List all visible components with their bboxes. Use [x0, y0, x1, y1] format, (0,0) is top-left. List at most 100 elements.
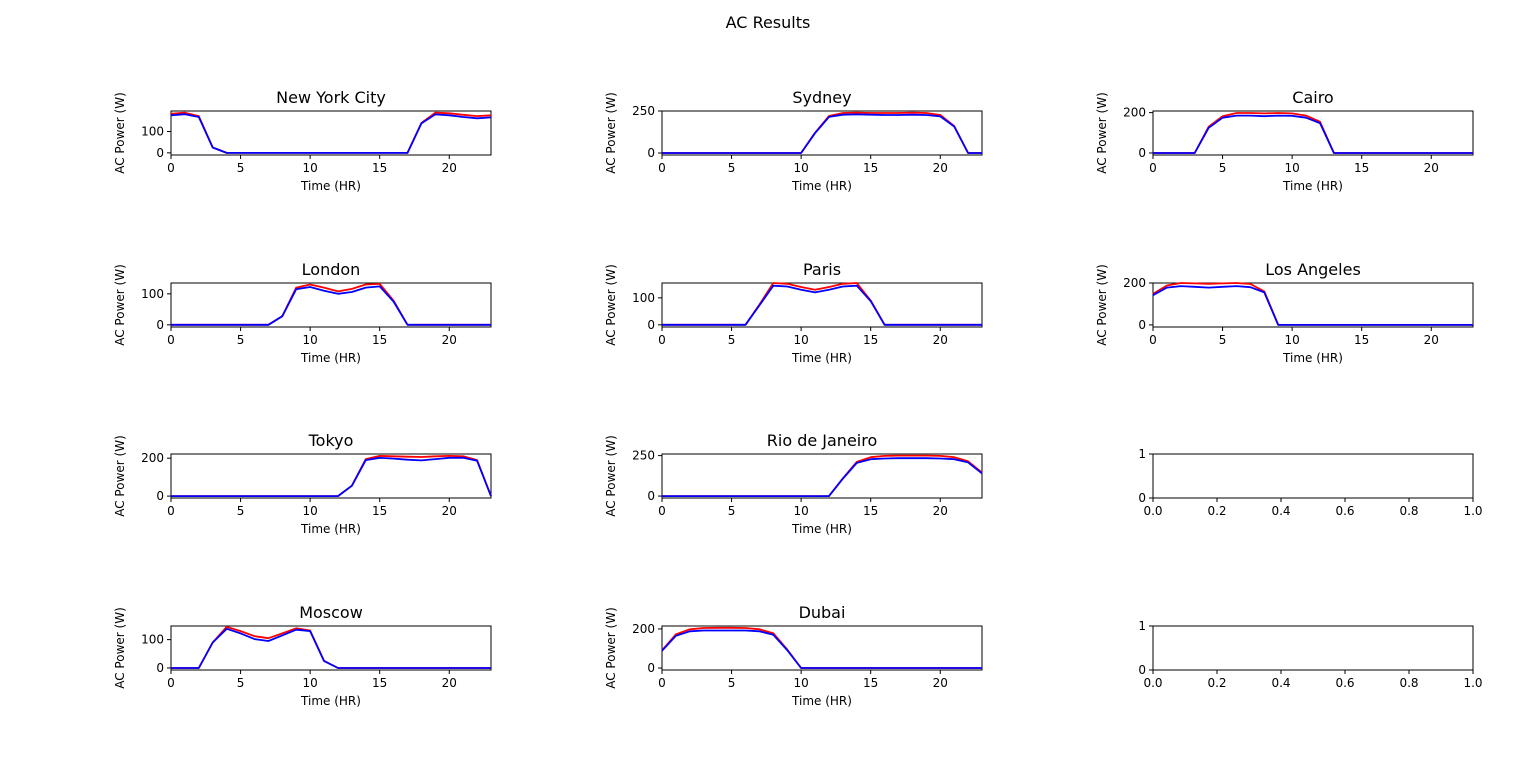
plot-area — [1152, 453, 1474, 499]
x-tick-label: 0 — [167, 676, 175, 690]
y-axis-label: AC Power (W) — [1095, 92, 1109, 174]
y-tick-label: 0 — [156, 318, 164, 332]
subplot: 0 5 10 15 20 0 250 Sydney Time (HR) AC Power (W) — [604, 88, 983, 193]
plot-area — [170, 453, 492, 499]
subplot-title: Sydney — [792, 88, 851, 107]
y-axis-label: AC Power (W) — [113, 92, 127, 174]
subplot: 0.0 0.2 0.4 0.6 0.8 1.0 0 1 — [1138, 447, 1482, 518]
series-line-2 — [662, 284, 982, 326]
series-line-2 — [662, 457, 983, 498]
x-tick-label: 0 — [658, 333, 666, 347]
x-tick-label: 0 — [167, 504, 175, 518]
x-tick-label: 10 — [793, 676, 808, 690]
y-tick-label: 1 — [1138, 447, 1146, 461]
x-tick-label: 5 — [237, 333, 245, 347]
x-tick-label: 10 — [1284, 333, 1299, 347]
y-tick-label: 100 — [141, 125, 164, 139]
y-tick-label: 0 — [156, 489, 164, 503]
x-axis-label: Time (HR) — [300, 522, 361, 536]
subplot-title: Dubai — [799, 603, 846, 622]
x-tick-label: 0.6 — [1335, 504, 1354, 518]
y-tick-label: 0 — [647, 146, 655, 160]
subplot: 0 5 10 15 20 0 250 Rio de Janeiro Time (HR) AC Po… — [604, 431, 983, 536]
x-tick-label: 15 — [372, 676, 387, 690]
x-tick-label: 10 — [302, 161, 317, 175]
y-tick-label: 100 — [141, 633, 164, 647]
subplot: 0 5 10 15 20 0 100 New York City Time (HR) AC Pow… — [113, 88, 492, 193]
y-tick-label: 250 — [632, 104, 655, 118]
x-tick-label: 5 — [1219, 161, 1227, 175]
x-tick-label: 10 — [793, 504, 808, 518]
x-tick-label: 0 — [1149, 333, 1157, 347]
y-tick-label: 0 — [1138, 146, 1146, 160]
x-tick-label: 5 — [237, 161, 245, 175]
y-axis-label: AC Power (W) — [604, 607, 618, 689]
y-tick-label: 0 — [647, 318, 655, 332]
y-axis-label: AC Power (W) — [604, 92, 618, 174]
x-tick-label: 15 — [372, 161, 387, 175]
x-tick-label: 15 — [372, 333, 387, 347]
x-tick-label: 20 — [933, 161, 948, 175]
y-axis-label: AC Power (W) — [604, 264, 618, 346]
y-tick-label: 0 — [647, 489, 655, 503]
x-axis-label: Time (HR) — [791, 179, 852, 193]
x-tick-label: 1.0 — [1463, 504, 1482, 518]
y-tick-label: 100 — [632, 291, 655, 305]
x-tick-label: 10 — [302, 504, 317, 518]
x-tick-label: 10 — [302, 333, 317, 347]
subplot: 0.0 0.2 0.4 0.6 0.8 1.0 0 1 — [1138, 619, 1482, 690]
y-tick-label: 1 — [1138, 619, 1146, 633]
y-axis-label: AC Power (W) — [113, 435, 127, 517]
plot-area — [1152, 282, 1474, 328]
x-tick-label: 20 — [933, 504, 948, 518]
plot-area — [661, 625, 983, 671]
x-tick-label: 20 — [442, 161, 457, 175]
y-axis-label: AC Power (W) — [604, 435, 618, 517]
y-tick-label: 0 — [1138, 491, 1146, 505]
x-tick-label: 10 — [793, 333, 808, 347]
y-tick-label: 0 — [647, 661, 655, 675]
x-tick-label: 15 — [863, 161, 878, 175]
x-tick-label: 20 — [442, 333, 457, 347]
x-tick-label: 0.2 — [1207, 676, 1226, 690]
x-tick-label: 20 — [933, 676, 948, 690]
x-tick-label: 0.0 — [1143, 504, 1162, 518]
x-axis-label: Time (HR) — [300, 694, 361, 708]
x-tick-label: 0 — [658, 504, 666, 518]
x-tick-label: 0.2 — [1207, 504, 1226, 518]
x-tick-label: 0.0 — [1143, 676, 1162, 690]
x-axis-label: Time (HR) — [300, 179, 361, 193]
x-tick-label: 15 — [372, 504, 387, 518]
series-line-2 — [171, 456, 492, 498]
y-tick-label: 100 — [141, 287, 164, 301]
x-tick-label: 10 — [1284, 161, 1299, 175]
x-axis-label: Time (HR) — [1282, 179, 1343, 193]
x-tick-label: 10 — [793, 161, 808, 175]
x-tick-label: 5 — [728, 161, 736, 175]
subplot: 0 5 10 15 20 0 100 Moscow Time (HR) AC Power (W) — [113, 603, 492, 708]
x-tick-label: 1.0 — [1463, 676, 1482, 690]
series-line-2 — [171, 285, 491, 326]
y-tick-label: 0 — [156, 661, 164, 675]
x-tick-label: 5 — [728, 333, 736, 347]
y-axis-label: AC Power (W) — [113, 607, 127, 689]
plot-area — [1152, 110, 1474, 156]
x-tick-label: 15 — [863, 676, 878, 690]
y-tick-label: 200 — [1123, 106, 1146, 120]
subplot-title: Tokyo — [308, 431, 354, 450]
figure-title: AC Results — [726, 13, 811, 32]
x-axis-label: Time (HR) — [1282, 351, 1343, 365]
x-tick-label: 15 — [863, 333, 878, 347]
y-tick-label: 0 — [156, 146, 164, 160]
plot-area — [170, 625, 492, 671]
subplot: 0 5 10 15 20 0 100 Paris Time (HR) AC Power (W) — [604, 260, 983, 365]
series-line-2 — [1153, 114, 1473, 154]
series-line-2 — [661, 629, 982, 669]
x-tick-label: 0.4 — [1271, 504, 1290, 518]
plot-area — [1152, 625, 1474, 671]
subplot: 0 5 10 15 20 0 100 London Time (HR) AC Power (W) — [113, 260, 492, 365]
